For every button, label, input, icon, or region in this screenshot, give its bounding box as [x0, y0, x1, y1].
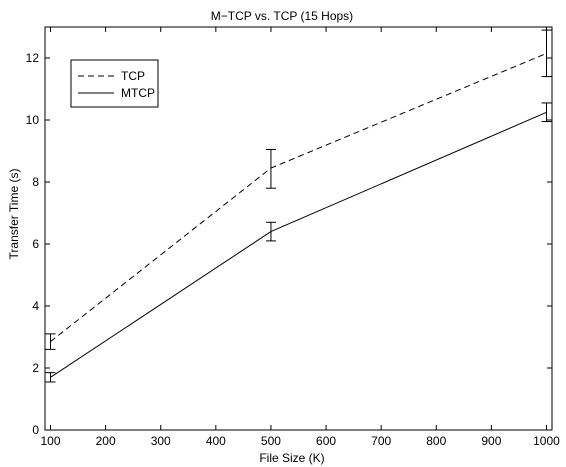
x-tick-label: 600	[316, 434, 336, 448]
series-layer	[45, 29, 552, 383]
x-tick-label: 1000	[533, 434, 560, 448]
x-tick-label: 900	[481, 434, 501, 448]
series-line-mtcp	[50, 111, 547, 378]
x-tick-label: 700	[371, 434, 391, 448]
y-tick-label: 10	[26, 113, 40, 127]
y-tick-label: 4	[32, 299, 39, 313]
x-tick-label: 800	[426, 434, 446, 448]
legend-box	[70, 59, 159, 108]
x-tick-label: 500	[261, 434, 281, 448]
legend-label-mtcp: MTCP	[121, 86, 155, 100]
error-bar-tcp	[541, 29, 552, 78]
y-tick-label: 2	[32, 361, 39, 375]
error-bar-mtcp	[45, 372, 56, 383]
legend-label-tcp: TCP	[121, 69, 145, 83]
error-bar-tcp	[45, 333, 56, 350]
x-tick-label: 300	[151, 434, 171, 448]
y-tick-label: 12	[26, 51, 40, 65]
chart-title: M−TCP vs. TCP (15 Hops)	[211, 9, 353, 23]
y-tick-label: 8	[32, 175, 39, 189]
error-bar-mtcp	[265, 221, 276, 242]
error-bar-mtcp	[541, 102, 552, 123]
x-tick-label: 100	[40, 434, 60, 448]
x-axis-title: File Size (K)	[259, 451, 324, 465]
error-bar-tcp	[265, 148, 276, 189]
plot-area-frame	[44, 26, 553, 431]
y-axis-title: Transfer Time (s)	[7, 169, 21, 260]
x-tick-label: 400	[206, 434, 226, 448]
y-tick-label: 0	[32, 423, 39, 437]
axis-ticks: 100 200 300 400 500 600 700 800 900 1000 0 2 4 6 8 10 12	[26, 27, 560, 448]
y-tick-label: 6	[32, 237, 39, 251]
legend: TCP MTCP	[70, 59, 159, 108]
x-tick-label: 200	[96, 434, 116, 448]
